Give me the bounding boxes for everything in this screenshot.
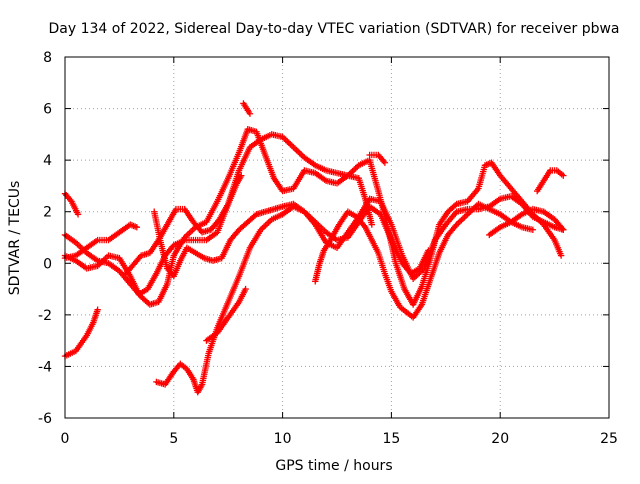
data-point [94,306,101,313]
x-axis-label: GPS time / hours [275,458,392,474]
axis-ticks [64,56,610,419]
series-2 [61,306,101,360]
chart-title: Day 134 of 2022, Sidereal Day-to-day VTE… [48,21,619,37]
y-tick-label: 6 [43,102,52,118]
data-points [61,100,567,396]
data-point [560,172,567,179]
data-point [242,285,249,293]
data-point [558,225,566,232]
x-tick-label: 0 [61,431,70,447]
y-tick-label: 0 [43,256,52,272]
series-11 [312,200,537,321]
data-point [238,172,245,179]
x-tick-label: 20 [491,431,509,447]
y-tick-label: -4 [38,359,52,375]
x-tick-label: 15 [382,431,400,447]
data-point [529,226,537,233]
series-4 [61,221,141,262]
plot-frame [64,56,610,419]
series-14 [366,151,389,166]
data-point [74,211,82,218]
y-tick-label: -2 [38,308,52,324]
data-point [560,226,567,233]
data-point [360,222,368,229]
y-tick-label: -6 [38,411,52,427]
y-axis-label: SDTVAR / TECUs [7,181,23,296]
data-point [246,110,254,117]
y-tick-labels: -6 -4 -2 0 2 4 6 8 [38,50,52,427]
series-7 [122,172,245,277]
x-tick-label: 10 [274,431,292,447]
data-point [381,159,389,166]
series-13 [533,167,567,195]
y-tick-label: 2 [43,205,52,221]
data-point [452,222,459,230]
x-tick-labels: 0 5 10 15 20 25 [61,431,618,447]
series-9 [203,285,249,344]
data-point [452,202,459,209]
x-tick-label: 25 [600,431,618,447]
data-point [133,223,141,231]
series-10 [240,100,254,117]
y-tick-label: 8 [43,50,52,66]
x-tick-label: 5 [169,431,178,447]
y-tick-label: 4 [43,153,52,169]
series-1 [61,190,82,218]
series-12 [486,205,567,239]
data-point [368,221,376,228]
data-point [557,252,565,259]
